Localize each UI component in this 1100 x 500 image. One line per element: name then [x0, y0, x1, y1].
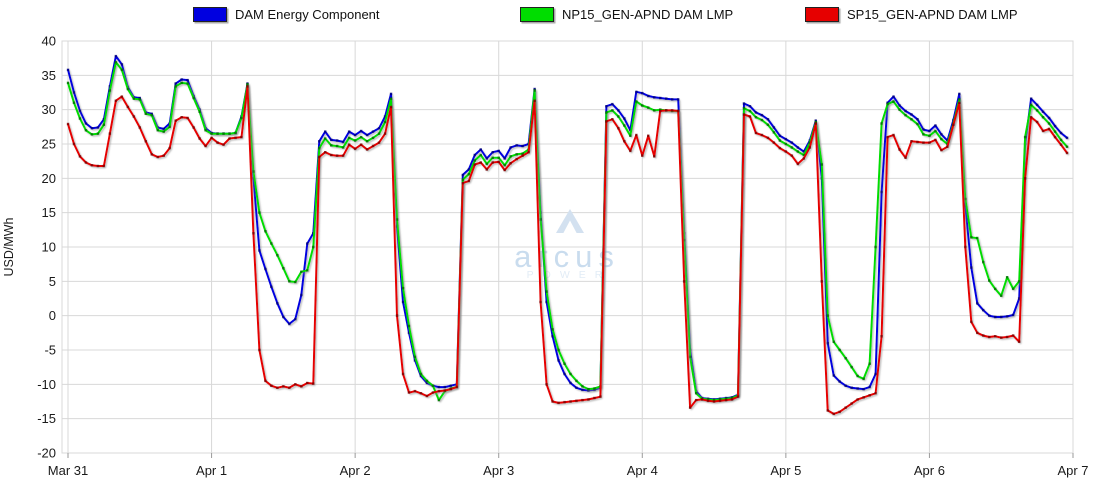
- axes: 40 35 30 25 20 15 10 5 0 -5 -10 -15 -20 Mar 31 Apr 1 Ap…: [2, 34, 1089, 479]
- plot-border: [61, 40, 1074, 454]
- x-tick-label: Apr 5: [770, 463, 801, 478]
- y-tick-label: 25: [42, 137, 56, 152]
- legend-item-1: DAM Energy Component: [193, 7, 380, 22]
- legend-label: DAM Energy Component: [235, 7, 380, 22]
- y-tick-label: 0: [49, 308, 56, 323]
- series-line: [67, 55, 1068, 401]
- watermark-brand: arcus: [514, 239, 620, 274]
- legend-label: NP15_GEN-APND DAM LMP: [562, 7, 734, 22]
- x-tick-label: Apr 2: [340, 463, 371, 478]
- y-tick-label: 20: [42, 171, 56, 186]
- legend-swatch-icon: [805, 7, 839, 22]
- legend: DAM Energy Component NP15_GEN-APND DAM LM…: [0, 0, 1100, 30]
- gridlines: [61, 40, 1074, 454]
- y-tick-label: 40: [42, 34, 56, 49]
- y-tick-label: -5: [44, 343, 56, 358]
- legend-item-2: NP15_GEN-APND DAM LMP: [520, 7, 733, 22]
- y-tick-label: -15: [37, 411, 56, 426]
- x-tick-label: Apr 4: [627, 463, 658, 478]
- series-markers: [66, 54, 1069, 401]
- series-np15: [66, 61, 1069, 402]
- y-tick-label: -20: [37, 446, 56, 461]
- series-dam-energy: [66, 54, 1069, 401]
- legend-swatch-icon: [520, 7, 554, 22]
- y-tick-label: 15: [42, 205, 56, 220]
- watermark-logo-icon: [556, 209, 584, 233]
- legend-label: SP15_GEN-APND DAM LMP: [847, 7, 1018, 22]
- x-tick-label: Apr 6: [914, 463, 945, 478]
- x-tick-label: Mar 31: [48, 463, 88, 478]
- x-tick-label: Apr 1: [196, 463, 227, 478]
- y-tick-label: 5: [49, 274, 56, 289]
- x-tick-label: Apr 3: [483, 463, 514, 478]
- series-line: [67, 61, 1068, 402]
- y-tick-label: -10: [37, 377, 56, 392]
- legend-item-3: SP15_GEN-APND DAM LMP: [805, 7, 1018, 22]
- y-tick-label: 10: [42, 240, 56, 255]
- legend-swatch-icon: [193, 7, 227, 22]
- y-axis-title: USD/MWh: [2, 217, 16, 276]
- y-tick-label: 30: [42, 102, 56, 117]
- y-tick-label: 35: [42, 68, 56, 83]
- x-tick-label: Apr 7: [1057, 463, 1088, 478]
- series-sp15: [66, 85, 1069, 416]
